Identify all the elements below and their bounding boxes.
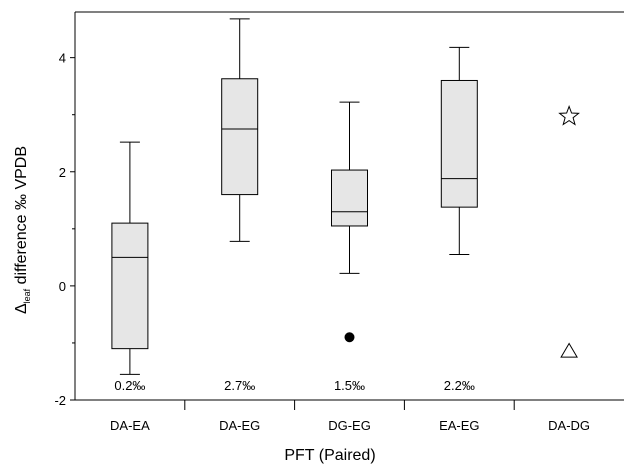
box-iqr xyxy=(331,169,368,227)
x-tick-label: DA-DG xyxy=(548,418,590,433)
y-tick-label: 4 xyxy=(59,51,66,66)
mean-annotation: 0.2‰ xyxy=(114,378,145,393)
triangle-marker xyxy=(560,342,578,358)
x-tick-label: EA-EG xyxy=(439,418,479,433)
y-tick-label: -2 xyxy=(54,393,66,408)
y-tick-label: 2 xyxy=(59,165,66,180)
mean-annotation: 2.7‰ xyxy=(224,378,255,393)
mean-annotation: 2.2‰ xyxy=(444,378,475,393)
x-axis: DA-EA DA-EG DG-EG EA-EG DA-DG xyxy=(110,400,590,433)
box-iqr xyxy=(221,78,259,196)
x-tick-label: DG-EG xyxy=(328,418,371,433)
star-marker xyxy=(558,104,580,126)
x-tick-label: DA-EA xyxy=(110,418,150,433)
box-ea-eg: 2.2‰ xyxy=(440,46,478,393)
x-axis-title: PFT (Paired) xyxy=(284,447,375,464)
mean-annotation: 1.5‰ xyxy=(334,378,365,393)
outlier-point xyxy=(344,332,355,343)
plot-area: 0.2‰ 2.7‰ 1.5‰ 2.2‰ xyxy=(74,11,624,401)
box-iqr xyxy=(111,222,149,350)
x-tick-label: DA-EG xyxy=(219,418,260,433)
y-axis-title-subscript: leaf xyxy=(22,288,32,303)
y-axis: -2 0 2 4 xyxy=(54,51,75,408)
y-tick-label: 0 xyxy=(59,279,66,294)
box-dg-eg: 1.5‰ xyxy=(331,101,368,393)
box-iqr xyxy=(440,79,478,208)
y-axis-title-rest: difference ‰ VPDB xyxy=(13,146,30,289)
box-da-eg: 2.7‰ xyxy=(221,18,259,393)
y-axis-title: Δleaf difference ‰ VPDB xyxy=(13,146,32,314)
y-axis-title-symbol: Δ xyxy=(13,303,30,314)
box-da-ea: 0.2‰ xyxy=(111,141,149,393)
